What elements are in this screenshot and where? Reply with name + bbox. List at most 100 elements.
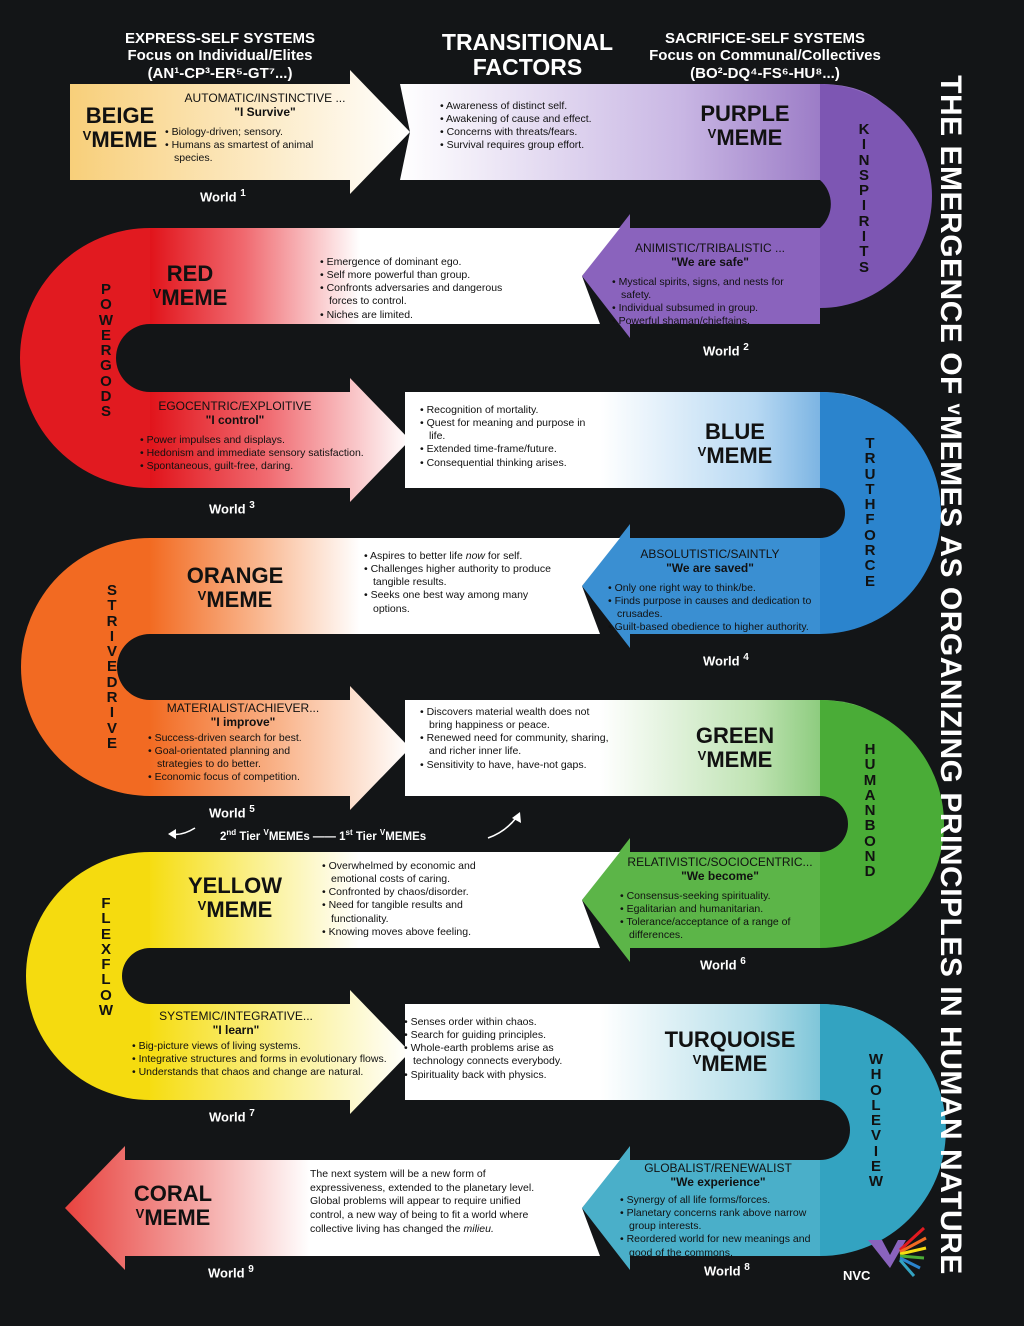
meme-name: PURPLE: [700, 101, 790, 126]
level-label: GLOBALIST/RENEWALIST: [644, 1161, 792, 1175]
meme-name: RED: [166, 261, 214, 286]
transition-green-yellow: Overwhelmed by economic and emotional co…: [322, 860, 507, 939]
bullet: Concerns with threats/fears.: [440, 126, 630, 139]
bullet: Knowing moves above feeling.: [322, 926, 507, 939]
bullet: Search for guiding principles.: [404, 1029, 604, 1042]
bullets-turquoise: Synergy of all life forms/forces. Planet…: [620, 1194, 825, 1260]
bullet: Biology-driven; sensory.: [165, 126, 315, 139]
bullet: Success-driven search for best.: [148, 732, 328, 745]
level-turquoise: GLOBALIST/RENEWALIST "We experience": [618, 1161, 818, 1190]
meme-suffix: MEME: [144, 1205, 211, 1231]
nvc-logo-text: NVC: [843, 1268, 871, 1283]
bullet: Reordered world for new meanings and goo…: [620, 1233, 825, 1259]
bullet: Overwhelmed by economic and emotional co…: [322, 860, 507, 886]
vmark: V: [82, 128, 92, 144]
meme-suffix: MEME: [161, 285, 228, 311]
spine-letter: B: [864, 817, 876, 835]
level-purple: ANIMISTIC/TRIBALISTIC ... "We are safe": [610, 241, 810, 270]
spine-letter: V: [870, 1127, 881, 1145]
world-4: World 4: [703, 652, 749, 669]
side-title-container: THE EMERGENCE OF ᵛMEMES AS ORGANIZING PR…: [895, 75, 1005, 1275]
transition-beige-purple: Awareness of distinct self. Awakening of…: [440, 100, 630, 153]
motto: "We are saved": [666, 560, 754, 575]
spine-letter: X: [100, 940, 111, 958]
world-3: World 3: [209, 500, 255, 517]
spine-letter: A: [864, 786, 876, 804]
meme-title-turquoise: TURQUOISE VMEME: [650, 1027, 810, 1076]
meme-suffix: MEME: [716, 125, 783, 151]
bullet: Guilt-based obedience to higher authorit…: [608, 621, 828, 634]
vmark: V: [692, 1052, 702, 1068]
bullet: Finds purpose in causes and dedication t…: [608, 595, 828, 621]
bullet: Spirituality back with physics.: [404, 1069, 604, 1082]
spine-letter: G: [100, 357, 112, 375]
bullet: Survival requires group effort.: [440, 139, 630, 152]
bullet: Egalitarian and humanitarian.: [620, 903, 810, 916]
bullet: Hedonism and immediate sensory satisfact…: [140, 447, 400, 460]
spine-letter: C: [864, 557, 876, 575]
header-express-focus: Focus on Individual/Elites: [127, 47, 313, 65]
meme-suffix: MEME: [206, 587, 273, 613]
bullet: Emergence of dominant ego.: [320, 256, 510, 269]
spine-letter: W: [868, 1173, 884, 1191]
bullet: Renewed need for community, sharing, and…: [420, 732, 615, 758]
coral-arrow: [65, 1146, 310, 1270]
bullet: Understands that chaos and change are na…: [132, 1066, 397, 1079]
motto: "I improve": [210, 714, 276, 729]
bullet: Synergy of all life forms/forces.: [620, 1194, 825, 1207]
level-yellow: SYSTEMIC/INTEGRATIVE... "I learn": [136, 1009, 336, 1038]
level-red: EGOCENTRIC/EXPLOITIVE "I control": [140, 399, 330, 428]
world-5: World 5: [209, 804, 255, 821]
meme-suffix: MEME: [706, 747, 773, 773]
spine-letter: R: [864, 542, 876, 560]
tier-label: 2nd Tier VMEMEs —— 1st Tier VMEMEs: [220, 828, 427, 843]
bullet: Planetary concerns rank above narrow gro…: [620, 1207, 825, 1233]
spine-letter: O: [100, 296, 112, 314]
world-8: World 8: [704, 1262, 750, 1279]
transition-turquoise-coral: The next system will be a new form of ex…: [310, 1168, 535, 1235]
bullet: Recognition of mortality.: [420, 404, 600, 417]
vmark: V: [135, 1206, 145, 1222]
nvc-logo: [868, 1226, 927, 1277]
header-express-codes: (AN¹-CP³-ER⁵-GT⁷...): [147, 64, 293, 82]
level-label: RELATIVISTIC/SOCIOCENTRIC...: [627, 855, 813, 869]
level-label: SYSTEMIC/INTEGRATIVE...: [159, 1009, 313, 1023]
bullet: Big-picture views of living systems.: [132, 1040, 397, 1053]
bullet: Awakening of cause and effect.: [440, 113, 630, 126]
bullet: Aspires to better life now for self.: [364, 550, 554, 563]
spine-letter: K: [858, 121, 870, 138]
level-blue: ABSOLUTISTIC/SAINTLY "We are saved": [610, 547, 810, 576]
spine-letter: R: [858, 212, 870, 230]
bullets-purple: Mystical spirits, signs, and nests for s…: [612, 276, 797, 329]
header-sacrifice-codes: (BO²-DQ⁴-FS⁶-HU⁸...): [690, 64, 840, 82]
bullets-beige: Biology-driven; sensory. Humans as smart…: [165, 126, 315, 165]
bullets-blue: Only one right way to think/be. Finds pu…: [608, 582, 828, 635]
transition-red-blue: Recognition of mortality. Quest for mean…: [420, 404, 600, 470]
meme-name: BEIGE: [85, 103, 155, 128]
spine-letter: N: [864, 848, 876, 866]
level-orange: MATERIALIST/ACHIEVER... "I improve": [148, 701, 338, 730]
spine-letter: N: [858, 151, 870, 169]
spine-letter: T: [865, 480, 875, 498]
bullet: Sensitivity to have, have-not gaps.: [420, 759, 615, 772]
vmark: V: [697, 444, 707, 460]
level-green: RELATIVISTIC/SOCIOCENTRIC... "We become": [610, 855, 830, 884]
spine-letter: I: [861, 136, 867, 154]
meme-title-blue: BLUE VMEME: [680, 419, 790, 469]
bullet: Confronted by chaos/disorder.: [322, 886, 507, 899]
spine-letter: O: [100, 986, 112, 1004]
bullets-green: Consensus-seeking spirituality. Egalitar…: [620, 890, 810, 943]
spine-letter: P: [858, 182, 869, 200]
spine-letter: F: [865, 511, 875, 529]
bullet: Quest for meaning and purpose in life.: [420, 417, 600, 443]
meme-suffix: MEME: [706, 443, 773, 469]
spine-letter: D: [106, 673, 118, 691]
spine-letter: R: [100, 342, 112, 360]
spine-letter: L: [101, 910, 111, 928]
spine-letter: I: [109, 627, 115, 645]
spine-letter: I: [861, 228, 867, 246]
spine-letter: S: [100, 403, 111, 421]
spine-letter: D: [864, 863, 876, 881]
world-7: World 7: [209, 1108, 255, 1125]
header-express-self: EXPRESS-SELF SYSTEMS Focus on Individual…: [70, 30, 370, 82]
